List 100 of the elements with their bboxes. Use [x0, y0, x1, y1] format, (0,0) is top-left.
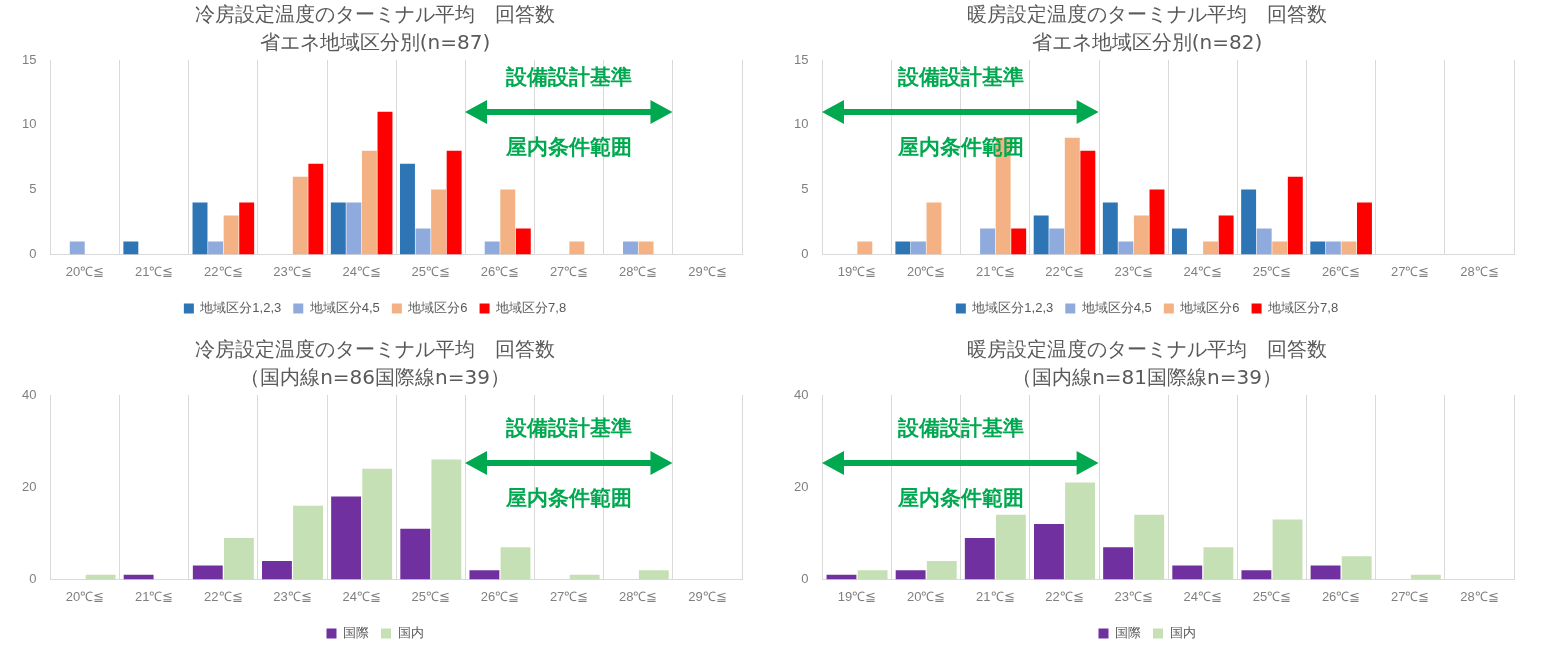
- y-tick-label: 0: [29, 245, 37, 261]
- y-tick-label: 15: [793, 51, 809, 67]
- x-tick-label: 29℃≦: [688, 263, 727, 279]
- x-tick-label: 27℃≦: [1391, 588, 1430, 604]
- x-tick-label: 23℃≦: [273, 588, 312, 604]
- bar: [1325, 241, 1341, 255]
- bar: [330, 202, 346, 255]
- bar: [1080, 150, 1096, 255]
- bar: [308, 163, 324, 255]
- chart-title: 冷房設定温度のターミナル平均 回答数: [195, 337, 555, 362]
- bar: [1134, 514, 1165, 580]
- bar: [1341, 556, 1372, 580]
- x-tick-label: 21℃≦: [976, 263, 1015, 279]
- x-tick-label: 20℃≦: [906, 588, 946, 604]
- bar: [1241, 189, 1257, 255]
- x-tick-label: 21℃≦: [134, 588, 174, 604]
- bar: [1118, 241, 1134, 255]
- legend-label: 国内: [397, 625, 424, 641]
- bar: [1102, 202, 1118, 255]
- bar: [638, 241, 654, 255]
- bar: [910, 241, 926, 255]
- bar: [239, 202, 255, 255]
- x-tick-label: 27℃≦: [1391, 263, 1430, 279]
- bar: [346, 202, 362, 255]
- bar: [500, 547, 531, 580]
- annotation: 設備設計基準: [896, 64, 1024, 89]
- bar: [1103, 547, 1134, 580]
- bar: [1049, 228, 1065, 255]
- y-tick-label: 0: [801, 570, 809, 586]
- bar: [1172, 565, 1203, 580]
- bar: [69, 241, 85, 255]
- x-tick-label: 26℃≦: [1321, 263, 1361, 279]
- bar: [895, 241, 911, 255]
- x-tick-label: 23℃≦: [1114, 263, 1153, 279]
- annotation: 設備設計基準: [896, 415, 1024, 440]
- bar: [223, 537, 254, 580]
- x-tick-label: 25℃≦: [1252, 588, 1292, 604]
- bar: [1203, 547, 1234, 580]
- annotation: 設備設計基準: [505, 64, 633, 89]
- x-tick-label: 27℃≦: [549, 588, 589, 604]
- legend-label: 地域区分1,2,3: [971, 300, 1054, 316]
- bar: [400, 528, 431, 580]
- x-tick-label: 28℃≦: [619, 588, 658, 604]
- x-tick-label: 26℃≦: [480, 263, 520, 279]
- x-tick-label: 24℃≦: [1183, 588, 1223, 604]
- x-tick-label: 20℃≦: [906, 263, 946, 279]
- bar: [431, 459, 462, 580]
- bar: [1310, 565, 1341, 580]
- bar: [515, 228, 531, 255]
- chart-subtitle: 省エネ地域区分別(n=87): [259, 30, 491, 55]
- bar: [331, 496, 362, 580]
- y-tick-label: 5: [801, 181, 809, 197]
- bar: [469, 570, 500, 580]
- bar: [400, 163, 415, 255]
- y-tick-label: 10: [21, 116, 37, 132]
- bar: [1149, 189, 1165, 255]
- annotation: 設備設計基準: [505, 415, 633, 440]
- legend-label: 地域区分7,8: [1267, 300, 1339, 316]
- bar: [980, 228, 996, 255]
- bar: [431, 189, 447, 255]
- chart-title: 暖房設定温度のターミナル平均 回答数: [967, 2, 1327, 27]
- legend-label: 地域区分4,5: [308, 300, 380, 316]
- bar: [1272, 519, 1303, 580]
- bar: [1356, 202, 1372, 255]
- bar: [192, 565, 223, 580]
- annotation: 屋内条件範囲: [896, 134, 1024, 159]
- y-tick-label: 40: [21, 386, 37, 402]
- bar: [446, 150, 462, 255]
- bar: [926, 560, 957, 580]
- y-tick-label: 20: [793, 478, 809, 494]
- bar: [262, 560, 292, 580]
- bar: [1272, 241, 1288, 255]
- annotation: 屋内条件範囲: [505, 134, 633, 159]
- x-tick-label: 22℃≦: [204, 263, 243, 279]
- x-tick-label: 24℃≦: [342, 263, 381, 279]
- bar: [1241, 570, 1272, 580]
- x-tick-label: 19℃≦: [837, 588, 877, 604]
- bar: [638, 570, 669, 580]
- y-tick-label: 10: [793, 116, 809, 132]
- x-tick-label: 24℃≦: [1183, 263, 1223, 279]
- bar: [362, 468, 393, 580]
- x-tick-label: 27℃≦: [549, 263, 589, 279]
- bar: [123, 241, 139, 255]
- bar: [1034, 524, 1064, 580]
- bar: [1203, 241, 1219, 255]
- bar: [223, 215, 239, 255]
- bar: [1033, 215, 1049, 255]
- chart-title: 暖房設定温度のターミナル平均 回答数: [967, 337, 1327, 362]
- legend-label: 地域区分7,8: [495, 300, 567, 316]
- x-tick-label: 26℃≦: [480, 588, 520, 604]
- bar: [1011, 228, 1027, 255]
- x-tick-label: 28℃≦: [1460, 588, 1499, 604]
- bar: [292, 176, 308, 255]
- legend-label: 地域区分1,2,3: [199, 300, 282, 316]
- bar: [1065, 482, 1095, 580]
- bar: [484, 241, 500, 255]
- x-tick-label: 25℃≦: [411, 263, 451, 279]
- bar: [964, 537, 995, 580]
- x-tick-label: 22℃≦: [1045, 588, 1084, 604]
- bar: [500, 189, 516, 255]
